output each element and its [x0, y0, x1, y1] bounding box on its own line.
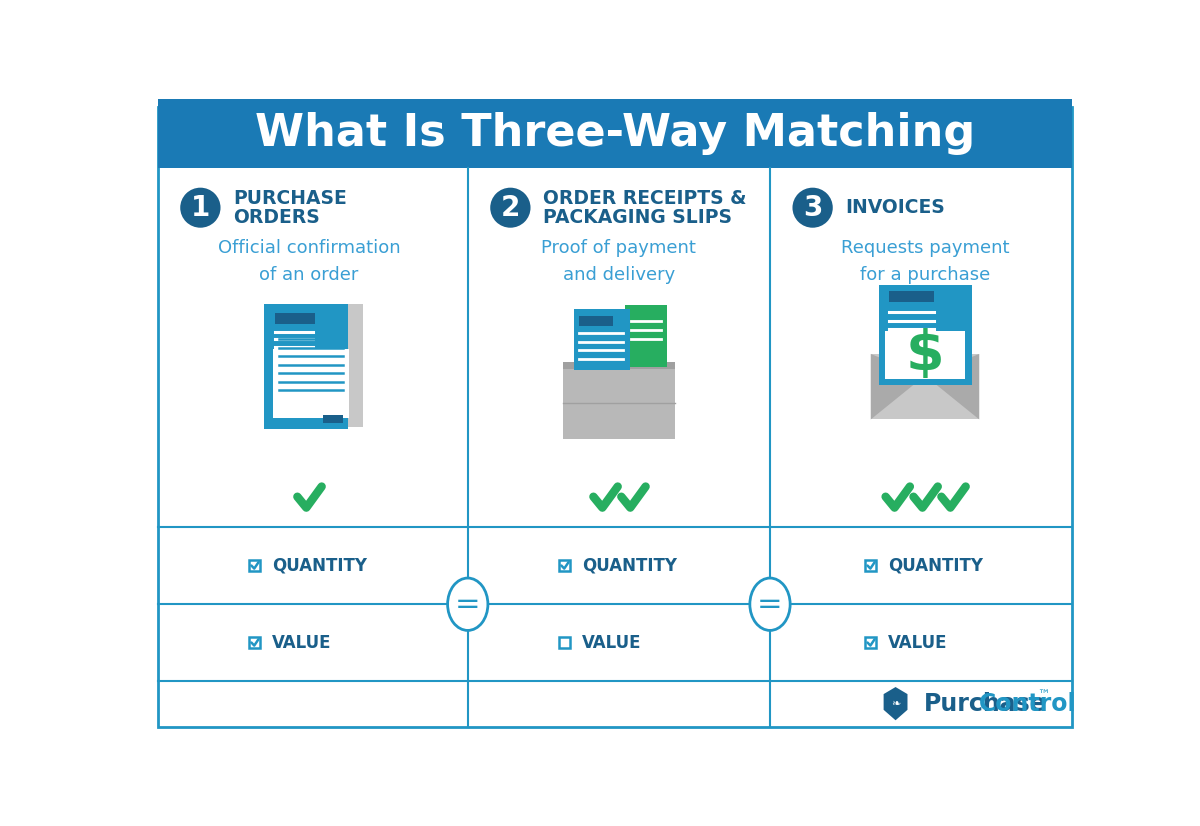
Text: Control: Control: [978, 692, 1076, 716]
FancyBboxPatch shape: [578, 316, 613, 325]
Text: 3: 3: [803, 193, 822, 221]
FancyBboxPatch shape: [264, 304, 348, 429]
FancyBboxPatch shape: [871, 354, 979, 420]
Text: What Is Three-Way Matching: What Is Three-Way Matching: [254, 112, 976, 155]
FancyBboxPatch shape: [889, 291, 935, 301]
Text: VALUE: VALUE: [582, 634, 641, 652]
Text: ™: ™: [1037, 690, 1050, 702]
FancyBboxPatch shape: [865, 638, 876, 648]
FancyBboxPatch shape: [157, 99, 1073, 169]
Circle shape: [792, 188, 833, 228]
Text: VALUE: VALUE: [888, 634, 947, 652]
Polygon shape: [925, 354, 979, 420]
FancyBboxPatch shape: [280, 304, 364, 427]
FancyBboxPatch shape: [865, 560, 876, 571]
Circle shape: [491, 188, 530, 228]
Text: Proof of payment
and delivery: Proof of payment and delivery: [541, 240, 696, 284]
FancyBboxPatch shape: [884, 331, 965, 378]
Polygon shape: [871, 354, 925, 420]
FancyBboxPatch shape: [274, 349, 349, 418]
Text: =: =: [455, 590, 480, 619]
FancyBboxPatch shape: [275, 313, 316, 324]
FancyBboxPatch shape: [559, 560, 570, 571]
Text: 2: 2: [500, 193, 520, 221]
Text: ORDER RECEIPTS &: ORDER RECEIPTS &: [542, 189, 746, 208]
FancyBboxPatch shape: [574, 309, 630, 370]
FancyBboxPatch shape: [157, 107, 1073, 728]
Text: =: =: [757, 590, 782, 619]
Polygon shape: [883, 687, 907, 720]
Text: QUANTITY: QUANTITY: [582, 557, 677, 575]
Text: QUANTITY: QUANTITY: [271, 557, 367, 575]
FancyBboxPatch shape: [625, 306, 667, 367]
FancyBboxPatch shape: [563, 366, 674, 439]
Text: Purchase: Purchase: [924, 692, 1046, 716]
Text: Requests payment
for a purchase: Requests payment for a purchase: [841, 240, 1009, 284]
FancyBboxPatch shape: [250, 560, 260, 571]
Text: ORDERS: ORDERS: [233, 208, 319, 227]
FancyBboxPatch shape: [559, 638, 570, 648]
Ellipse shape: [750, 578, 790, 630]
Text: 1: 1: [191, 193, 210, 221]
Text: $: $: [906, 328, 944, 382]
Text: ❧: ❧: [890, 699, 900, 709]
Ellipse shape: [448, 578, 488, 630]
Text: PURCHASE: PURCHASE: [233, 189, 347, 208]
Circle shape: [180, 188, 221, 228]
FancyBboxPatch shape: [250, 638, 260, 648]
Text: PACKAGING SLIPS: PACKAGING SLIPS: [542, 208, 732, 227]
Text: QUANTITY: QUANTITY: [888, 557, 983, 575]
Polygon shape: [563, 366, 674, 439]
FancyBboxPatch shape: [563, 363, 674, 368]
Text: INVOICES: INVOICES: [845, 198, 944, 217]
Text: Official confirmation
of an order: Official confirmation of an order: [217, 240, 400, 284]
Text: VALUE: VALUE: [271, 634, 331, 652]
FancyBboxPatch shape: [323, 415, 343, 423]
FancyBboxPatch shape: [878, 285, 972, 385]
